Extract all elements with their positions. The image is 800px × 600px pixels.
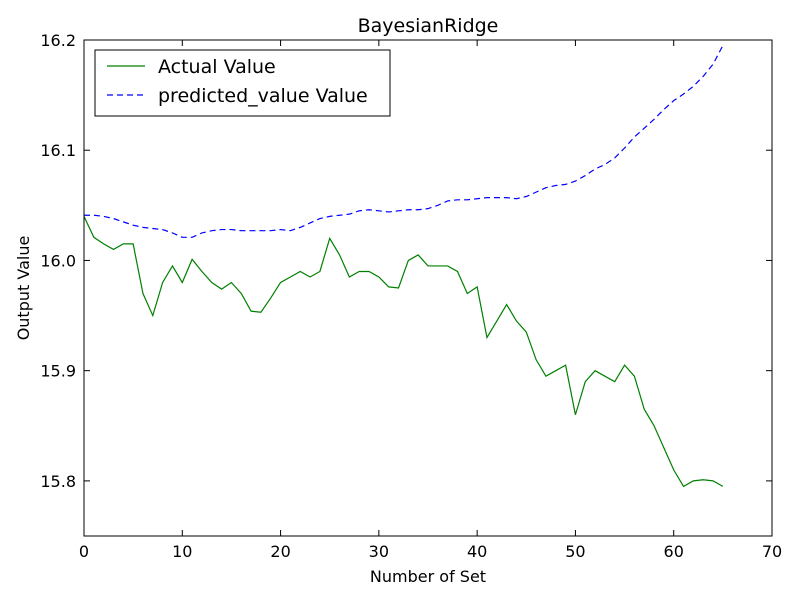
plot-frame bbox=[83, 39, 773, 537]
x-tick-label: 20 bbox=[270, 542, 290, 561]
x-tick-label: 60 bbox=[664, 542, 684, 561]
series-predicted-line bbox=[84, 45, 724, 238]
chart-title: BayesianRidge bbox=[358, 15, 499, 37]
legend-box bbox=[94, 49, 391, 117]
x-tick-label: 0 bbox=[79, 542, 89, 561]
legend-label-predicted: predicted_value Value bbox=[158, 85, 368, 107]
axis-ticks: 0 10 20 30 40 50 60 70 15.8 15.9 16.0 16.1 16.2 bbox=[40, 31, 782, 561]
plot-area bbox=[84, 40, 772, 536]
x-tick-label: 10 bbox=[172, 542, 192, 561]
x-tick-label: 30 bbox=[369, 542, 389, 561]
x-tick-label: 70 bbox=[762, 542, 782, 561]
y-tick-label: 15.8 bbox=[40, 472, 76, 491]
x-tick-label: 50 bbox=[565, 542, 585, 561]
legend: Actual Value predicted_value Value bbox=[94, 49, 391, 117]
y-tick-label: 16.1 bbox=[40, 141, 76, 160]
series-layer bbox=[83, 45, 724, 488]
x-axis-label: Number of Set bbox=[370, 567, 486, 586]
y-tick-label: 15.9 bbox=[40, 362, 76, 381]
y-tick-label: 16.0 bbox=[40, 251, 76, 270]
y-tick-label: 16.2 bbox=[40, 31, 76, 50]
y-axis-label: Output Value bbox=[14, 236, 33, 341]
x-tick-label: 40 bbox=[467, 542, 487, 561]
series-actual-line bbox=[83, 216, 724, 488]
legend-label-actual: Actual Value bbox=[158, 56, 276, 78]
